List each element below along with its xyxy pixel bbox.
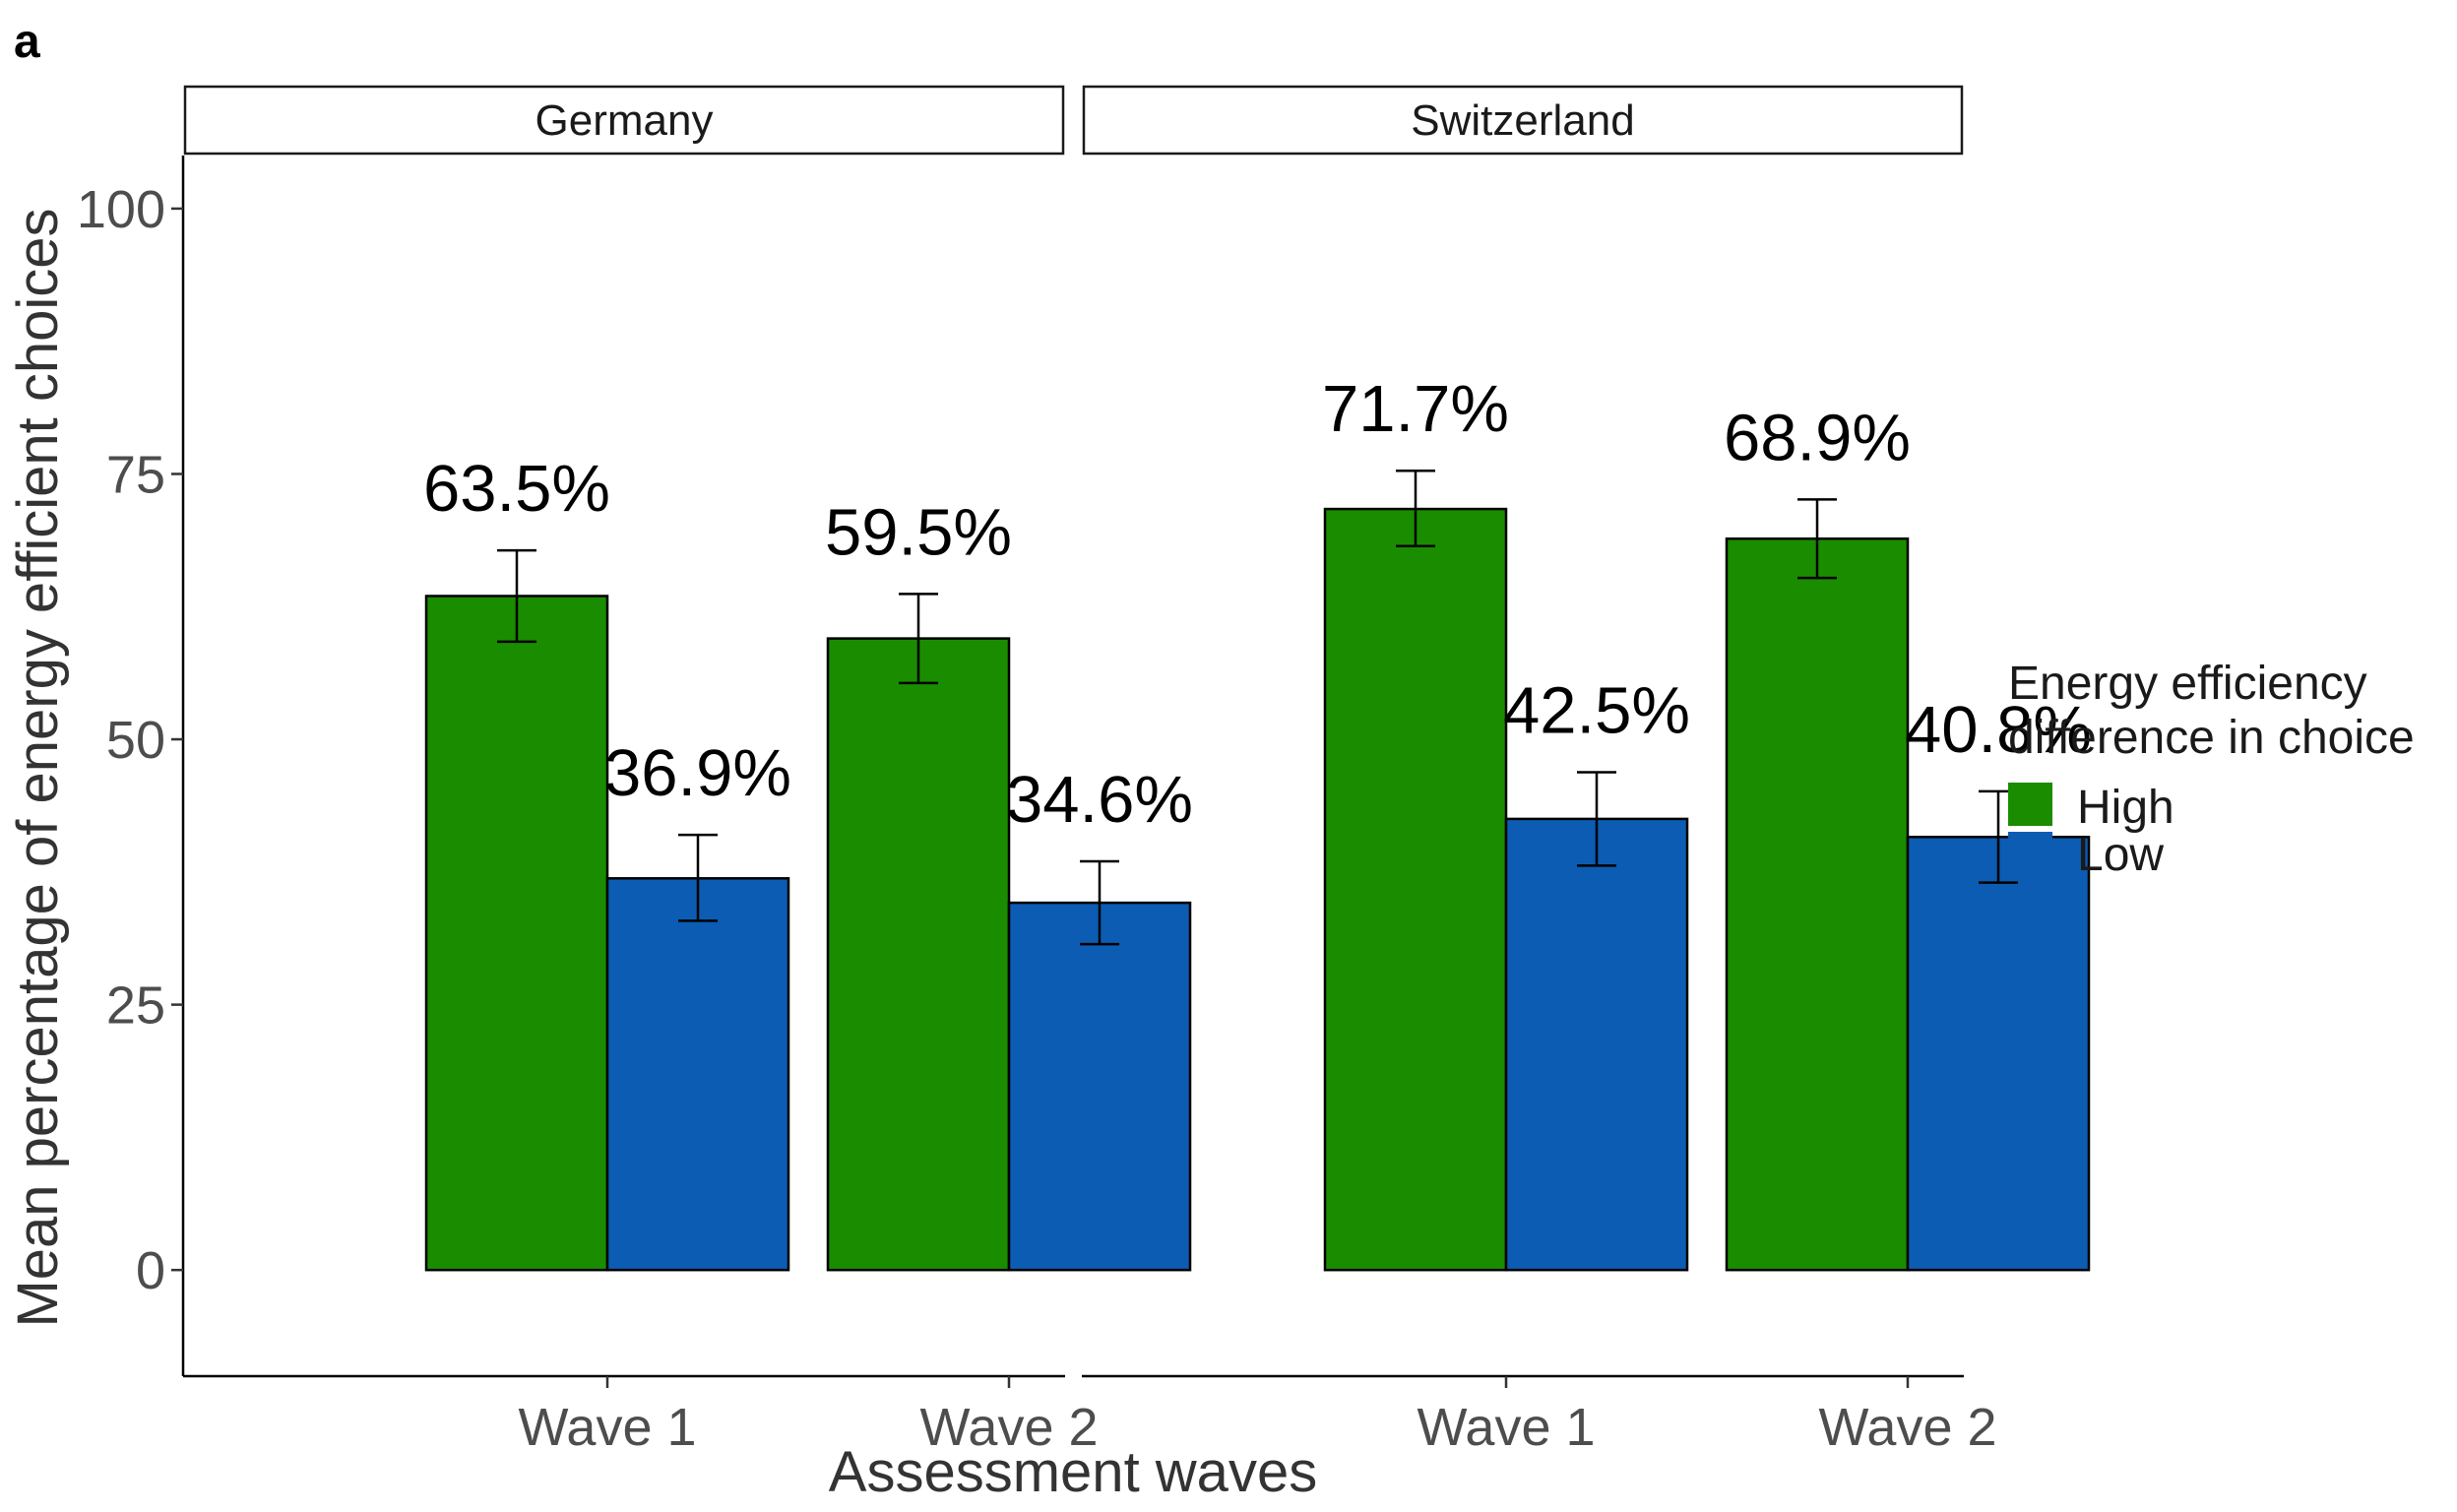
- value-label-low-0-1: 34.6%: [1006, 763, 1193, 837]
- y-tick-label-100: 100: [77, 180, 165, 239]
- error-bar-high-0-0: [497, 548, 536, 644]
- y-tick-label-75: 75: [106, 445, 165, 504]
- value-label-high-0-0: 63.5%: [423, 452, 610, 526]
- bar-high-0-0: [424, 595, 609, 1272]
- value-labels: 63.5% 36.9% 59.5% 34.6% 71.7% 42.5% 68.9% 40.8%: [423, 372, 2092, 837]
- bar-high-0-1: [826, 637, 1011, 1272]
- x-tick-label-0-1: Wave 2: [919, 1398, 1098, 1457]
- y-tick-label-50: 50: [106, 711, 165, 770]
- panel-strip-0: [183, 85, 1065, 156]
- value-label-high-1-1: 68.9%: [1724, 401, 1911, 474]
- bar-high-1-0: [1323, 507, 1508, 1272]
- legend-title-line2: difference in choice: [2008, 712, 2415, 764]
- legend-label-high: High: [2077, 782, 2174, 834]
- value-label-high-1-0: 71.7%: [1322, 372, 1509, 446]
- error-bar-low-1-0: [1577, 771, 1616, 867]
- bars: [424, 507, 2091, 1272]
- x-tick-label-1-0: Wave 1: [1417, 1398, 1595, 1457]
- value-label-high-0-1: 59.5%: [825, 495, 1012, 569]
- axis-ticks: 0 25 50 75 100 Wave 1 Wave 2 Wave 1 Wave 2: [77, 180, 1997, 1457]
- legend-swatch-high: [2008, 783, 2052, 826]
- legend-swatch-low: [2008, 832, 2052, 875]
- error-bar-low-0-0: [678, 833, 718, 922]
- y-tick-label-0: 0: [136, 1241, 165, 1300]
- y-tick-label-25: 25: [106, 976, 165, 1036]
- figure-label: a: [14, 16, 40, 68]
- value-label-low-1-0: 42.5%: [1503, 673, 1690, 747]
- value-label-low-1-1: 40.8%: [1905, 693, 2092, 767]
- bar-low-0-1: [1007, 901, 1192, 1272]
- error-bar-high-1-0: [1396, 469, 1435, 548]
- panel-label-1: Switzerland: [1411, 96, 1634, 145]
- legend: Energy efficiency difference in choice H…: [2008, 658, 2415, 881]
- x-tick-label-0-0: Wave 1: [518, 1398, 696, 1457]
- error-bar-high-1-1: [1797, 498, 1837, 580]
- panel-label-0: Germany: [536, 96, 714, 145]
- legend-title-line1: Energy efficiency: [2008, 658, 2367, 710]
- axes: [181, 156, 1964, 1378]
- value-label-low-0-0: 36.9%: [604, 736, 791, 810]
- legend-label-low: Low: [2077, 829, 2164, 881]
- error-bar-low-0-1: [1080, 859, 1119, 946]
- bar-low-1-1: [1906, 835, 2091, 1272]
- x-tick-label-1-1: Wave 2: [1818, 1398, 1996, 1457]
- panel-strip-1: [1082, 85, 1964, 156]
- error-bars: [497, 469, 2018, 946]
- bar-low-1-0: [1504, 817, 1689, 1272]
- bar-low-0-0: [605, 877, 790, 1272]
- bar-high-1-1: [1725, 537, 1910, 1272]
- x-axis-title: Assessment waves: [829, 1440, 1317, 1504]
- error-bar-high-0-1: [899, 593, 938, 685]
- panel-strips: Germany Switzerland: [183, 85, 1964, 156]
- y-axis-title: Mean percentage of energy efficient choi…: [6, 208, 70, 1327]
